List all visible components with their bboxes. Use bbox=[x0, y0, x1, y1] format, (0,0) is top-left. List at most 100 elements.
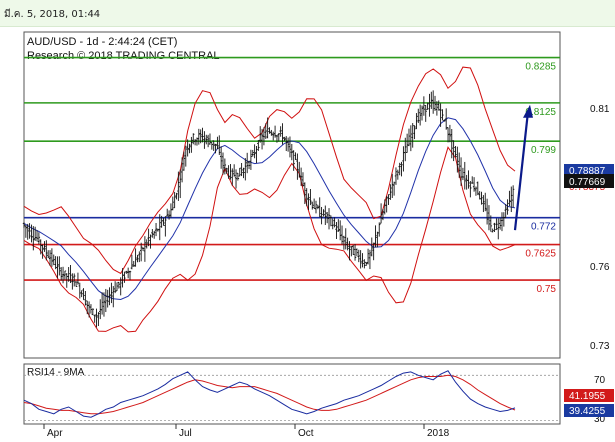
price-bar bbox=[130, 254, 134, 270]
price-bar bbox=[337, 219, 340, 232]
price-bar bbox=[97, 312, 100, 326]
price-bar bbox=[394, 167, 398, 185]
price-bar bbox=[387, 194, 390, 206]
price-bar bbox=[325, 211, 329, 224]
price-bar bbox=[238, 167, 241, 177]
price-bar bbox=[216, 136, 219, 150]
price-bar bbox=[288, 136, 292, 158]
price-bar bbox=[279, 126, 282, 137]
price-bar bbox=[431, 90, 435, 114]
price-bar bbox=[391, 173, 394, 198]
price-bar bbox=[417, 108, 420, 124]
price-bar bbox=[50, 248, 54, 267]
level-label-0: 0.8285 bbox=[525, 62, 556, 73]
price-bar bbox=[324, 205, 327, 226]
price-bar bbox=[234, 169, 238, 189]
price-bar bbox=[418, 104, 422, 126]
price-bar bbox=[446, 127, 450, 143]
price-bar bbox=[74, 281, 78, 287]
price-bar bbox=[286, 137, 290, 152]
price-bar bbox=[495, 218, 498, 231]
price-bar bbox=[108, 287, 111, 306]
price-bar bbox=[485, 198, 489, 225]
price-bar bbox=[48, 250, 52, 266]
price-bar bbox=[69, 264, 72, 284]
price-bar bbox=[244, 158, 247, 181]
price-bar bbox=[242, 167, 245, 179]
price-bar bbox=[139, 242, 143, 262]
price-bar bbox=[353, 244, 357, 261]
rsi-tick-70: 70 bbox=[594, 375, 606, 386]
level-label-1: 0.8125 bbox=[525, 107, 556, 118]
price-bar bbox=[229, 164, 232, 180]
price-bar bbox=[340, 225, 344, 245]
price-bar bbox=[197, 128, 201, 145]
price-bar bbox=[327, 208, 331, 230]
level-label-2: 0.799 bbox=[531, 145, 556, 156]
price-bar bbox=[303, 182, 307, 205]
price-bar bbox=[420, 105, 424, 121]
price-bar bbox=[439, 103, 442, 127]
price-bar bbox=[52, 254, 55, 266]
price-bar bbox=[240, 162, 243, 177]
price-bar bbox=[424, 105, 427, 122]
price-bar bbox=[389, 184, 392, 200]
rsi-pane-frame bbox=[23, 363, 561, 425]
price-bar bbox=[426, 102, 429, 110]
price-bar bbox=[511, 185, 515, 208]
price-bar bbox=[351, 244, 355, 256]
price-bars bbox=[22, 90, 515, 328]
price-bar bbox=[76, 272, 80, 285]
price-bar bbox=[493, 222, 496, 232]
timestamp-label: มี.ค. 5, 2018, 01:44 bbox=[4, 9, 101, 20]
price-bar bbox=[236, 172, 240, 181]
marker-upper-band: 0.78887 bbox=[564, 164, 614, 177]
price-bar bbox=[37, 232, 41, 245]
price-bar bbox=[251, 149, 254, 157]
rsi-marker-ma: 39.4255 bbox=[564, 404, 614, 417]
price-bar bbox=[257, 139, 260, 151]
price-bar bbox=[471, 176, 474, 184]
price-bar bbox=[206, 134, 210, 148]
price-bar bbox=[285, 136, 288, 152]
price-bar bbox=[359, 250, 362, 269]
price-bar bbox=[365, 261, 368, 266]
price-bar bbox=[411, 123, 414, 148]
price-bar bbox=[491, 228, 494, 233]
price-bar bbox=[41, 244, 44, 259]
marker-last-price-text: 0.77669 bbox=[569, 177, 606, 188]
price-bar bbox=[407, 128, 411, 147]
price-bar bbox=[134, 248, 137, 267]
price-bar bbox=[95, 308, 98, 328]
forecast-arrow-shaft bbox=[513, 111, 530, 231]
price-bar bbox=[123, 271, 126, 283]
price-bar bbox=[487, 205, 491, 231]
price-bar bbox=[175, 192, 178, 200]
upper-bollinger-band bbox=[23, 66, 516, 275]
price-bar bbox=[249, 149, 253, 170]
price-bar bbox=[504, 204, 507, 219]
price-bar bbox=[56, 256, 59, 279]
price-bar bbox=[171, 196, 174, 211]
price-bar bbox=[396, 169, 400, 180]
price-bar bbox=[46, 250, 50, 259]
price-bar bbox=[67, 267, 70, 282]
top-status-bar: มี.ค. 5, 2018, 01:44 bbox=[0, 0, 615, 27]
price-bar bbox=[510, 186, 513, 213]
price-bar bbox=[102, 292, 106, 317]
price-bar bbox=[169, 203, 173, 218]
chart-subtitle: Research © 2018 TRADING CENTRAL bbox=[27, 50, 220, 62]
price-bar bbox=[268, 127, 271, 134]
price-bar bbox=[322, 209, 325, 217]
price-bar bbox=[80, 290, 83, 298]
price-bar bbox=[32, 226, 35, 251]
price-bar bbox=[225, 167, 228, 175]
price-bar bbox=[484, 192, 487, 212]
price-bar bbox=[305, 188, 308, 207]
marker-upper-band-text: 0.78887 bbox=[569, 166, 606, 177]
price-bar bbox=[266, 117, 269, 139]
rsi-marker-rsi: 41.1955 bbox=[564, 389, 614, 402]
price-bar bbox=[307, 193, 310, 210]
price-bar bbox=[45, 240, 48, 261]
x-tick-label-0: Apr bbox=[47, 428, 63, 439]
